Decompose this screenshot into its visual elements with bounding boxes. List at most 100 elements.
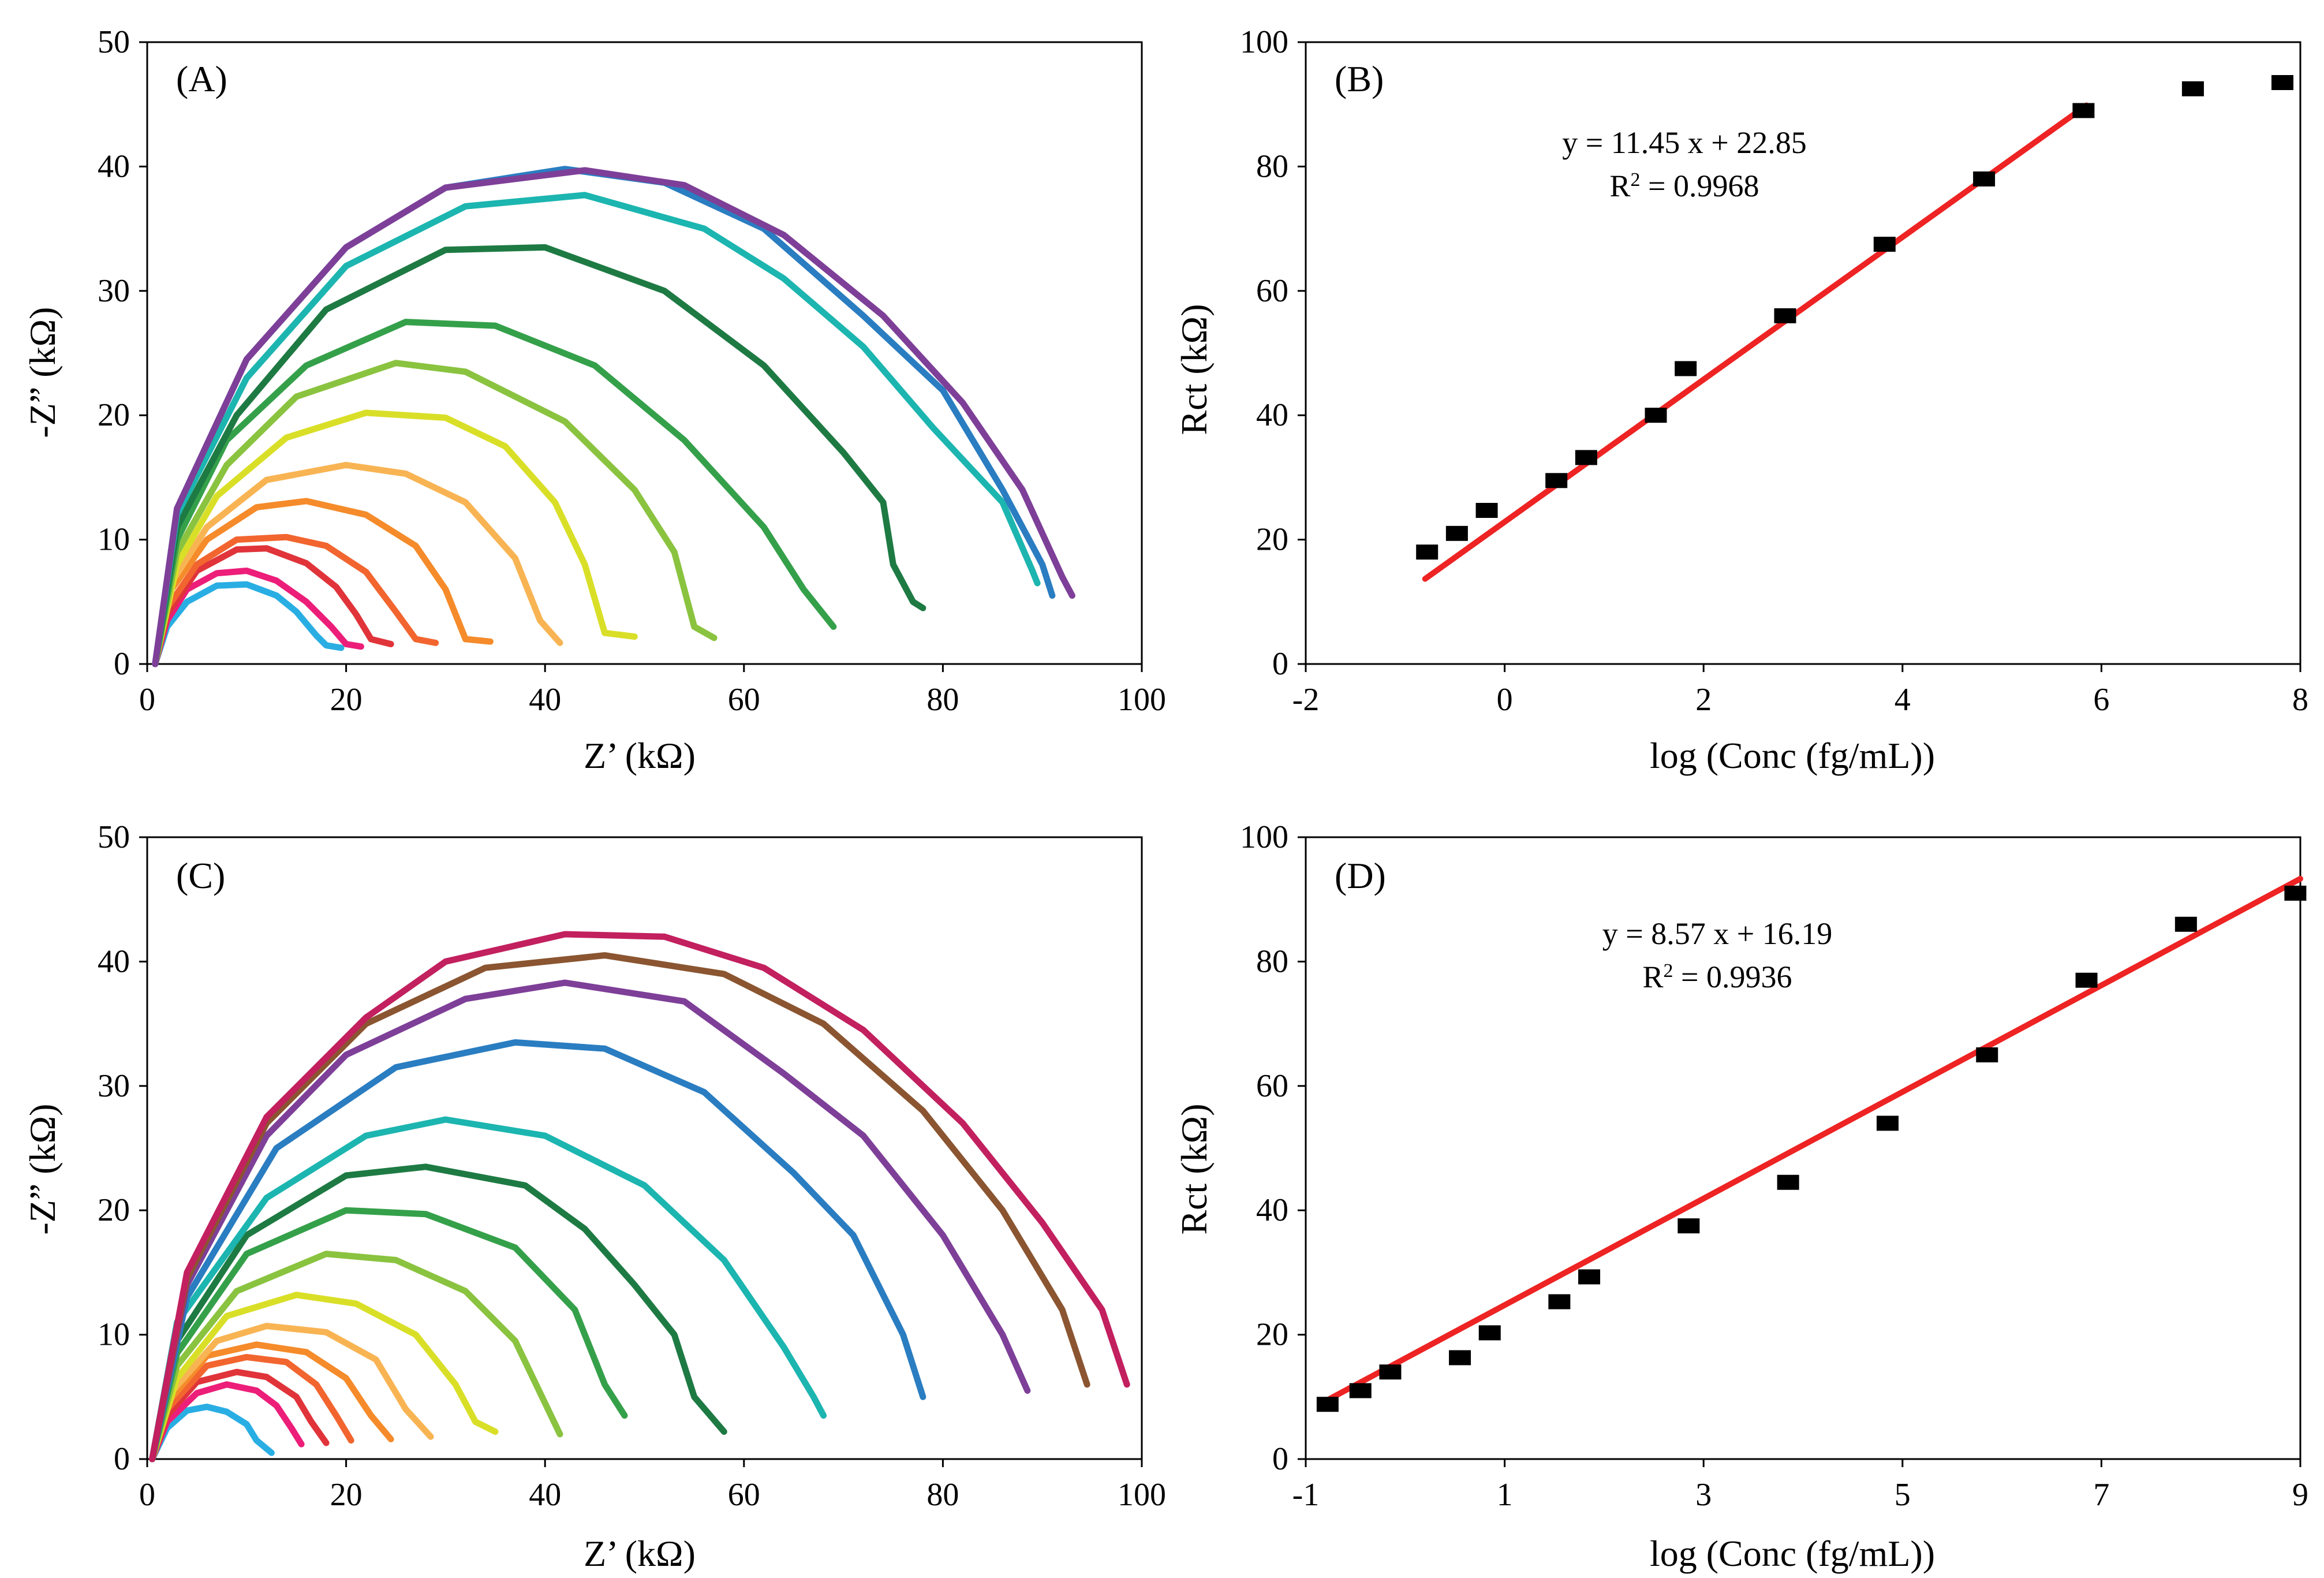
panel-b-data-point-5 [1575, 450, 1597, 465]
panel-d-data-point-5 [1478, 1325, 1501, 1341]
panel-c-xtick-label: 100 [1118, 1477, 1166, 1513]
panel-a-xtick-label: 80 [926, 682, 959, 718]
panel-a-ytick-label: 50 [98, 24, 130, 60]
panel-d-data-point-3 [1379, 1364, 1402, 1380]
panel-b-ylabel: Rct (kΩ) [1174, 304, 1215, 435]
panel-d-data-point-9 [1777, 1174, 1799, 1190]
panel-b-data-point-3 [1475, 502, 1498, 518]
panel-b-data-point-6 [1645, 408, 1667, 423]
panel-b-r2-value: = 0.9968 [1641, 169, 1759, 203]
panel-b-ytick-label: 80 [1256, 148, 1288, 184]
panel-d-data-point-8 [1677, 1218, 1700, 1234]
panel-d-label: (D) [1335, 855, 1386, 896]
panel-d-ytick-label: 40 [1256, 1192, 1288, 1228]
panel-b-ytick-label: 60 [1256, 273, 1288, 309]
panel-d-data-point-4 [1449, 1350, 1471, 1366]
panel-a: -Z” (kΩ) Z’ (kΩ) (A) 0 10 20 30 40 50 0 20 40 60 8… [22, 24, 1166, 776]
panel-b-data-point-12 [2181, 81, 2204, 96]
panel-b-r2-exponent: 2 [1631, 169, 1641, 191]
panel-c-series-1-line [149, 1404, 275, 1463]
panel-c-xlabel: Z’ (kΩ) [584, 1533, 696, 1574]
panel-c-ytick-label: 10 [98, 1317, 130, 1353]
panel-a-xtick-label: 20 [330, 682, 363, 718]
panel-b-data-point-7 [1675, 361, 1697, 376]
panel-c-series-3-line [149, 1368, 330, 1463]
panel-a-series-1-line [152, 581, 345, 667]
panel-b-data-point-4 [1545, 473, 1568, 488]
panel-a-xtick-label: 40 [529, 682, 561, 718]
panel-d-data-point-12 [2075, 972, 2098, 988]
panel-d-r2-value: = 0.9936 [1673, 960, 1792, 994]
panel-c-xtick-label: 40 [529, 1477, 561, 1513]
panel-c-ytick-label: 30 [98, 1068, 130, 1104]
panel-d-data-point-11 [1976, 1047, 1998, 1062]
panel-a-xlabel: Z’ (kΩ) [584, 735, 696, 776]
panel-a-series-4-line [152, 534, 439, 667]
panel-c-series-13-line [149, 979, 1031, 1463]
panel-a-ytick-label: 30 [98, 273, 130, 309]
panel-b-data-point-1 [1416, 544, 1439, 560]
panel-d-ytick-label: 100 [1240, 819, 1288, 855]
panel-a-series-10-line [152, 244, 926, 667]
panel-d-xtick-label: -1 [1292, 1477, 1320, 1513]
panel-b: Rct (kΩ) log (Conc (fg/mL)) (B) y = 11.4… [1174, 24, 2308, 776]
panel-d-xtick-label: 3 [1695, 1477, 1712, 1513]
panel-c-series-11-line [149, 1116, 827, 1463]
panel-d-data-point-13 [2174, 916, 2197, 932]
panel-b-xtick-label: 4 [1895, 682, 1911, 718]
panel-c-label: (C) [176, 855, 225, 896]
panel-a-ytick-label: 10 [98, 522, 130, 558]
panel-d-ytick-label: 80 [1256, 943, 1288, 979]
panel-b-xtick-label: -2 [1292, 682, 1320, 718]
panel-b-xtick-label: 6 [2093, 682, 2109, 718]
panel-a-series-6-line [152, 461, 563, 667]
panel-c: -Z” (kΩ) Z’ (kΩ) (C) 0 10 20 30 40 50 0 20 40 60 8… [22, 819, 1166, 1574]
panel-c-xtick-label: 60 [728, 1477, 760, 1513]
panel-b-xtick-label: 0 [1497, 682, 1513, 718]
panel-a-series-9-line [152, 319, 837, 667]
panel-b-r2-prefix: R [1610, 169, 1631, 203]
panel-b-ytick-label: 0 [1272, 646, 1288, 682]
panel-b-ytick-label: 40 [1256, 397, 1288, 433]
panel-b-ytick-label: 100 [1240, 24, 1288, 60]
panel-c-series-7-line [149, 1292, 499, 1463]
panel-b-r2: R2 = 0.9968 [1610, 169, 1759, 203]
panel-d-xtick-label: 9 [2292, 1477, 2308, 1513]
panel-c-series-15-line [149, 931, 1130, 1463]
panel-d-data-point-7 [1578, 1269, 1601, 1285]
panel-a-xtick-label: 60 [728, 682, 760, 718]
panel-c-ytick-label: 0 [114, 1441, 130, 1477]
panel-b-xlabel: log (Conc (fg/mL)) [1650, 735, 1935, 776]
panel-c-series-8-line [149, 1251, 563, 1463]
panel-c-series-12-line [149, 1039, 926, 1463]
panel-d-r2: R2 = 0.9936 [1643, 960, 1792, 994]
panel-c-series-9-line [149, 1207, 628, 1463]
panel-a-series-7-line [152, 409, 638, 667]
panel-d-ytick-label: 0 [1272, 1441, 1288, 1477]
panel-b-data-point-11 [2072, 103, 2095, 118]
panel-b-data-point-13 [2271, 75, 2293, 91]
panel-a-series-13-line [152, 167, 1075, 667]
panel-c-plot-frame [146, 836, 1143, 1460]
panel-a-plot-frame [146, 41, 1143, 665]
panel-b-plot-frame [1305, 41, 2301, 665]
panel-d-equation: y = 8.57 x + 16.19 [1602, 916, 1832, 951]
panel-d-xtick-label: 1 [1497, 1477, 1513, 1513]
panel-b-xtick-label: 8 [2292, 682, 2308, 718]
panel-c-series-2-line [149, 1381, 305, 1463]
panel-d-data-point-10 [1876, 1116, 1899, 1131]
panel-a-ytick-label: 40 [98, 148, 130, 184]
panel-c-ytick-label: 20 [98, 1192, 130, 1228]
panel-a-ytick-label: 0 [114, 646, 130, 682]
panel-d-ylabel: Rct (kΩ) [1174, 1103, 1215, 1234]
panel-d-xtick-label: 7 [2093, 1477, 2109, 1513]
panel-d-r2-prefix: R [1643, 960, 1664, 994]
panel-b-data-point-2 [1445, 525, 1468, 541]
panel-a-series-8-line [152, 360, 718, 667]
panel-a-series-5-line [152, 498, 494, 667]
panel-a-series-11-line [152, 192, 1041, 667]
panel-d-data-point-1 [1316, 1397, 1339, 1412]
panel-c-xtick-label: 80 [926, 1477, 959, 1513]
